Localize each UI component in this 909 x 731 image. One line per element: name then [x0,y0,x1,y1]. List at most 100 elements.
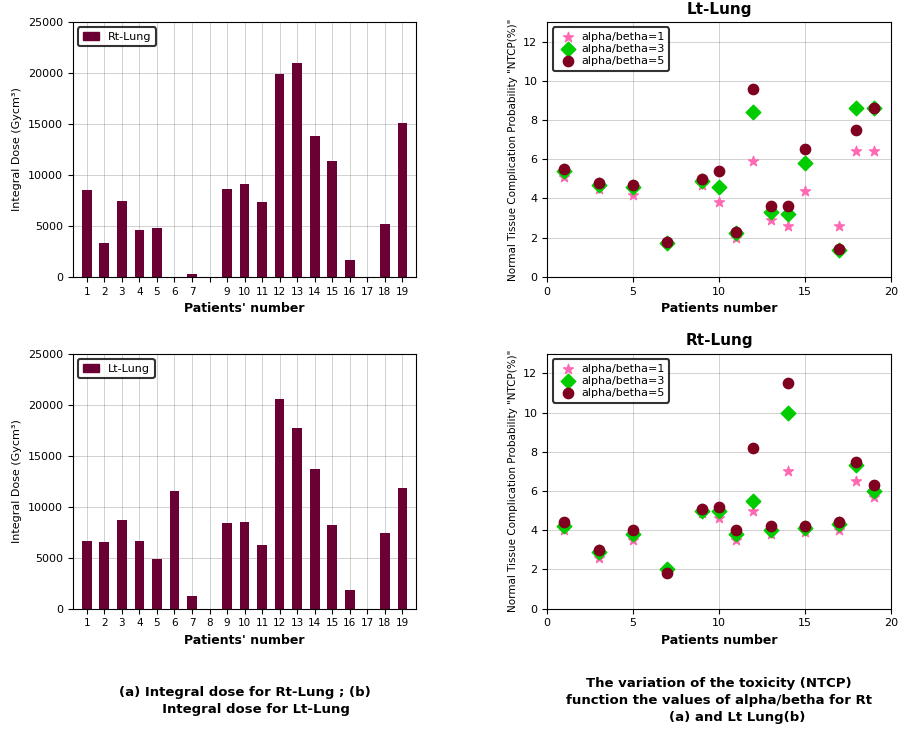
Title: Lt-Lung: Lt-Lung [686,1,752,17]
alpha/betha=3 [746,495,761,507]
alpha/betha=3 [694,175,709,186]
alpha/betha=5 [625,179,640,191]
alpha/betha=3 [797,157,812,169]
alpha/betha=1 [832,524,846,536]
Bar [327,525,337,609]
alpha/betha=1 [866,491,881,503]
X-axis label: Patients number: Patients number [661,302,777,315]
alpha/betha=5 [832,243,846,255]
alpha/betha=5 [866,480,881,491]
alpha/betha=5 [746,442,761,454]
Bar [99,542,109,609]
Y-axis label: Normal Tissue Complication Probability "NTCP(%)": Normal Tissue Complication Probability "… [508,350,518,613]
Title: Rt-Lung: Rt-Lung [685,333,753,349]
alpha/betha=3 [729,529,744,540]
alpha/betha=1 [557,524,572,536]
Bar [152,558,162,609]
alpha/betha=3 [849,460,864,471]
alpha/betha=3 [764,524,778,536]
alpha/betha=5 [694,503,709,515]
Bar [82,542,92,609]
Bar [135,542,145,609]
Bar [397,123,407,277]
alpha/betha=1 [557,171,572,183]
alpha/betha=1 [592,183,606,194]
alpha/betha=5 [592,177,606,189]
alpha/betha=5 [849,124,864,136]
alpha/betha=1 [746,156,761,167]
Text: (a) Integral dose for Rt-Lung ; (b)
     Integral dose for Lt-Lung: (a) Integral dose for Rt-Lung ; (b) Inte… [119,686,371,716]
alpha/betha=1 [866,145,881,157]
alpha/betha=1 [694,507,709,518]
Legend: Rt-Lung: Rt-Lung [78,28,156,46]
Bar [380,533,390,609]
Bar [187,274,197,277]
Bar [345,591,355,609]
alpha/betha=5 [729,226,744,238]
Bar [82,190,92,277]
alpha/betha=3 [625,181,640,192]
alpha/betha=5 [797,520,812,532]
alpha/betha=5 [781,377,795,389]
alpha/betha=3 [729,227,744,238]
alpha/betha=1 [849,475,864,487]
alpha/betha=3 [849,102,864,114]
alpha/betha=5 [557,163,572,175]
alpha/betha=1 [694,179,709,191]
alpha/betha=1 [625,189,640,200]
Text: The variation of the toxicity (NTCP)
function the values of alpha/betha for Rt
 : The variation of the toxicity (NTCP) fun… [566,677,872,724]
alpha/betha=1 [712,197,726,208]
alpha/betha=3 [746,106,761,118]
alpha/betha=5 [832,517,846,529]
alpha/betha=5 [781,200,795,212]
Y-axis label: Integral Dose (Gycm³): Integral Dose (Gycm³) [13,420,23,543]
Bar [170,491,179,609]
alpha/betha=3 [866,102,881,114]
alpha/betha=3 [592,546,606,558]
alpha/betha=1 [592,552,606,564]
Bar [380,224,390,277]
Bar [293,63,302,277]
alpha/betha=1 [660,237,674,249]
alpha/betha=1 [797,526,812,538]
alpha/betha=5 [712,165,726,177]
X-axis label: Patients' number: Patients' number [185,302,305,315]
alpha/betha=5 [729,524,744,536]
alpha/betha=5 [764,520,778,532]
alpha/betha=3 [660,564,674,575]
alpha/betha=1 [764,214,778,226]
alpha/betha=5 [660,236,674,248]
Bar [117,520,126,609]
alpha/betha=5 [712,501,726,512]
Bar [99,243,109,277]
Legend: Lt-Lung: Lt-Lung [78,359,155,378]
Legend: alpha/betha=1, alpha/betha=3, alpha/betha=5: alpha/betha=1, alpha/betha=3, alpha/beth… [553,359,669,403]
alpha/betha=3 [592,179,606,191]
Bar [222,523,232,609]
Bar [310,136,320,277]
alpha/betha=5 [557,517,572,529]
alpha/betha=1 [781,466,795,477]
Bar [117,202,126,277]
alpha/betha=1 [729,534,744,546]
Bar [257,545,267,609]
Bar [275,398,285,609]
Bar [240,184,249,277]
alpha/betha=3 [797,523,812,534]
alpha/betha=1 [625,534,640,546]
Bar [327,161,337,277]
alpha/betha=1 [712,512,726,524]
alpha/betha=3 [694,505,709,517]
alpha/betha=3 [781,406,795,418]
Bar [240,522,249,609]
alpha/betha=5 [625,524,640,536]
alpha/betha=3 [557,520,572,532]
alpha/betha=3 [764,206,778,218]
alpha/betha=5 [694,173,709,185]
Bar [222,189,232,277]
Bar [310,469,320,609]
alpha/betha=5 [849,455,864,467]
X-axis label: Patients' number: Patients' number [185,634,305,647]
Bar [257,202,267,277]
alpha/betha=5 [746,83,761,94]
